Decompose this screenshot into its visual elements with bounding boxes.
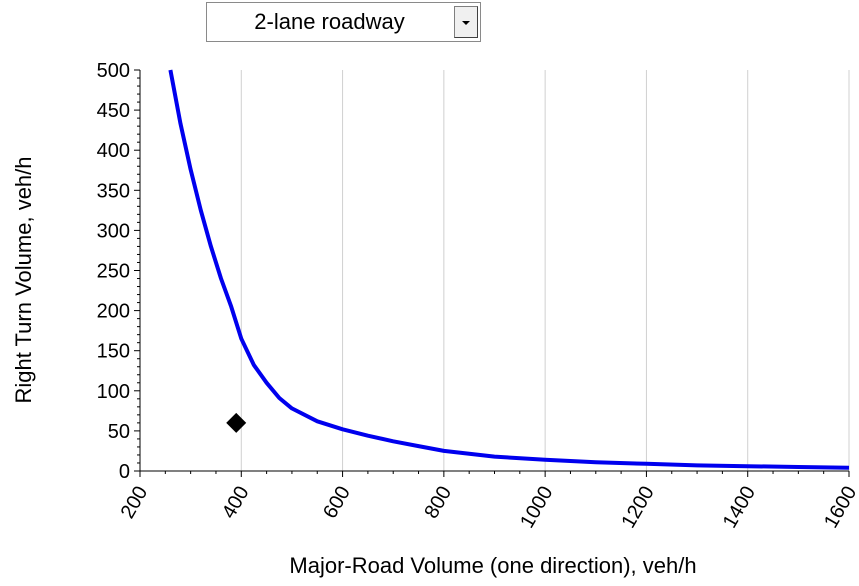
y-tick-label: 200 [97,301,130,323]
roadway-type-selected-value: 2-lane roadway [254,9,405,34]
y-tick-label: 250 [97,261,130,283]
y-axis-title: Right Turn Volume, veh/h [11,156,36,403]
roadway-type-dropdown[interactable]: 2-lane roadway [206,2,481,42]
x-tick-label: 600 [319,483,355,523]
y-tick-label: 100 [97,381,130,403]
series-layer [168,69,850,470]
y-tick-label: 50 [108,421,130,443]
y-tick-label: 500 [97,60,130,82]
y-tick-label: 350 [97,180,130,202]
grid-lines [240,70,850,471]
point-layer [226,412,247,433]
x-tick-label: 800 [420,483,456,523]
y-tick-label: 150 [97,341,130,363]
x-tick-label: 1400 [719,483,760,533]
x-tick-label: 1000 [516,483,557,533]
data-point-diamond [226,412,247,433]
x-tick-label: 400 [218,483,254,523]
x-tick-label: 200 [117,483,153,523]
tick-labels: 0 50 100 150 200 250 300 350 400 450 500 200 400 600 8… [97,60,859,532]
axes [134,69,850,477]
series-line [168,69,850,470]
x-axis-title: Major-Road Volume (one direction), veh/h [289,553,696,578]
y-tick-label: 450 [97,100,130,122]
y-tick-label: 400 [97,140,130,162]
chevron-down-icon [462,21,470,25]
x-tick-label: 1200 [617,483,658,533]
y-tick-label: 0 [119,461,130,483]
dropdown-arrow-button[interactable] [454,6,478,38]
y-tick-label: 300 [97,220,130,242]
x-tick-label: 1600 [820,483,859,533]
